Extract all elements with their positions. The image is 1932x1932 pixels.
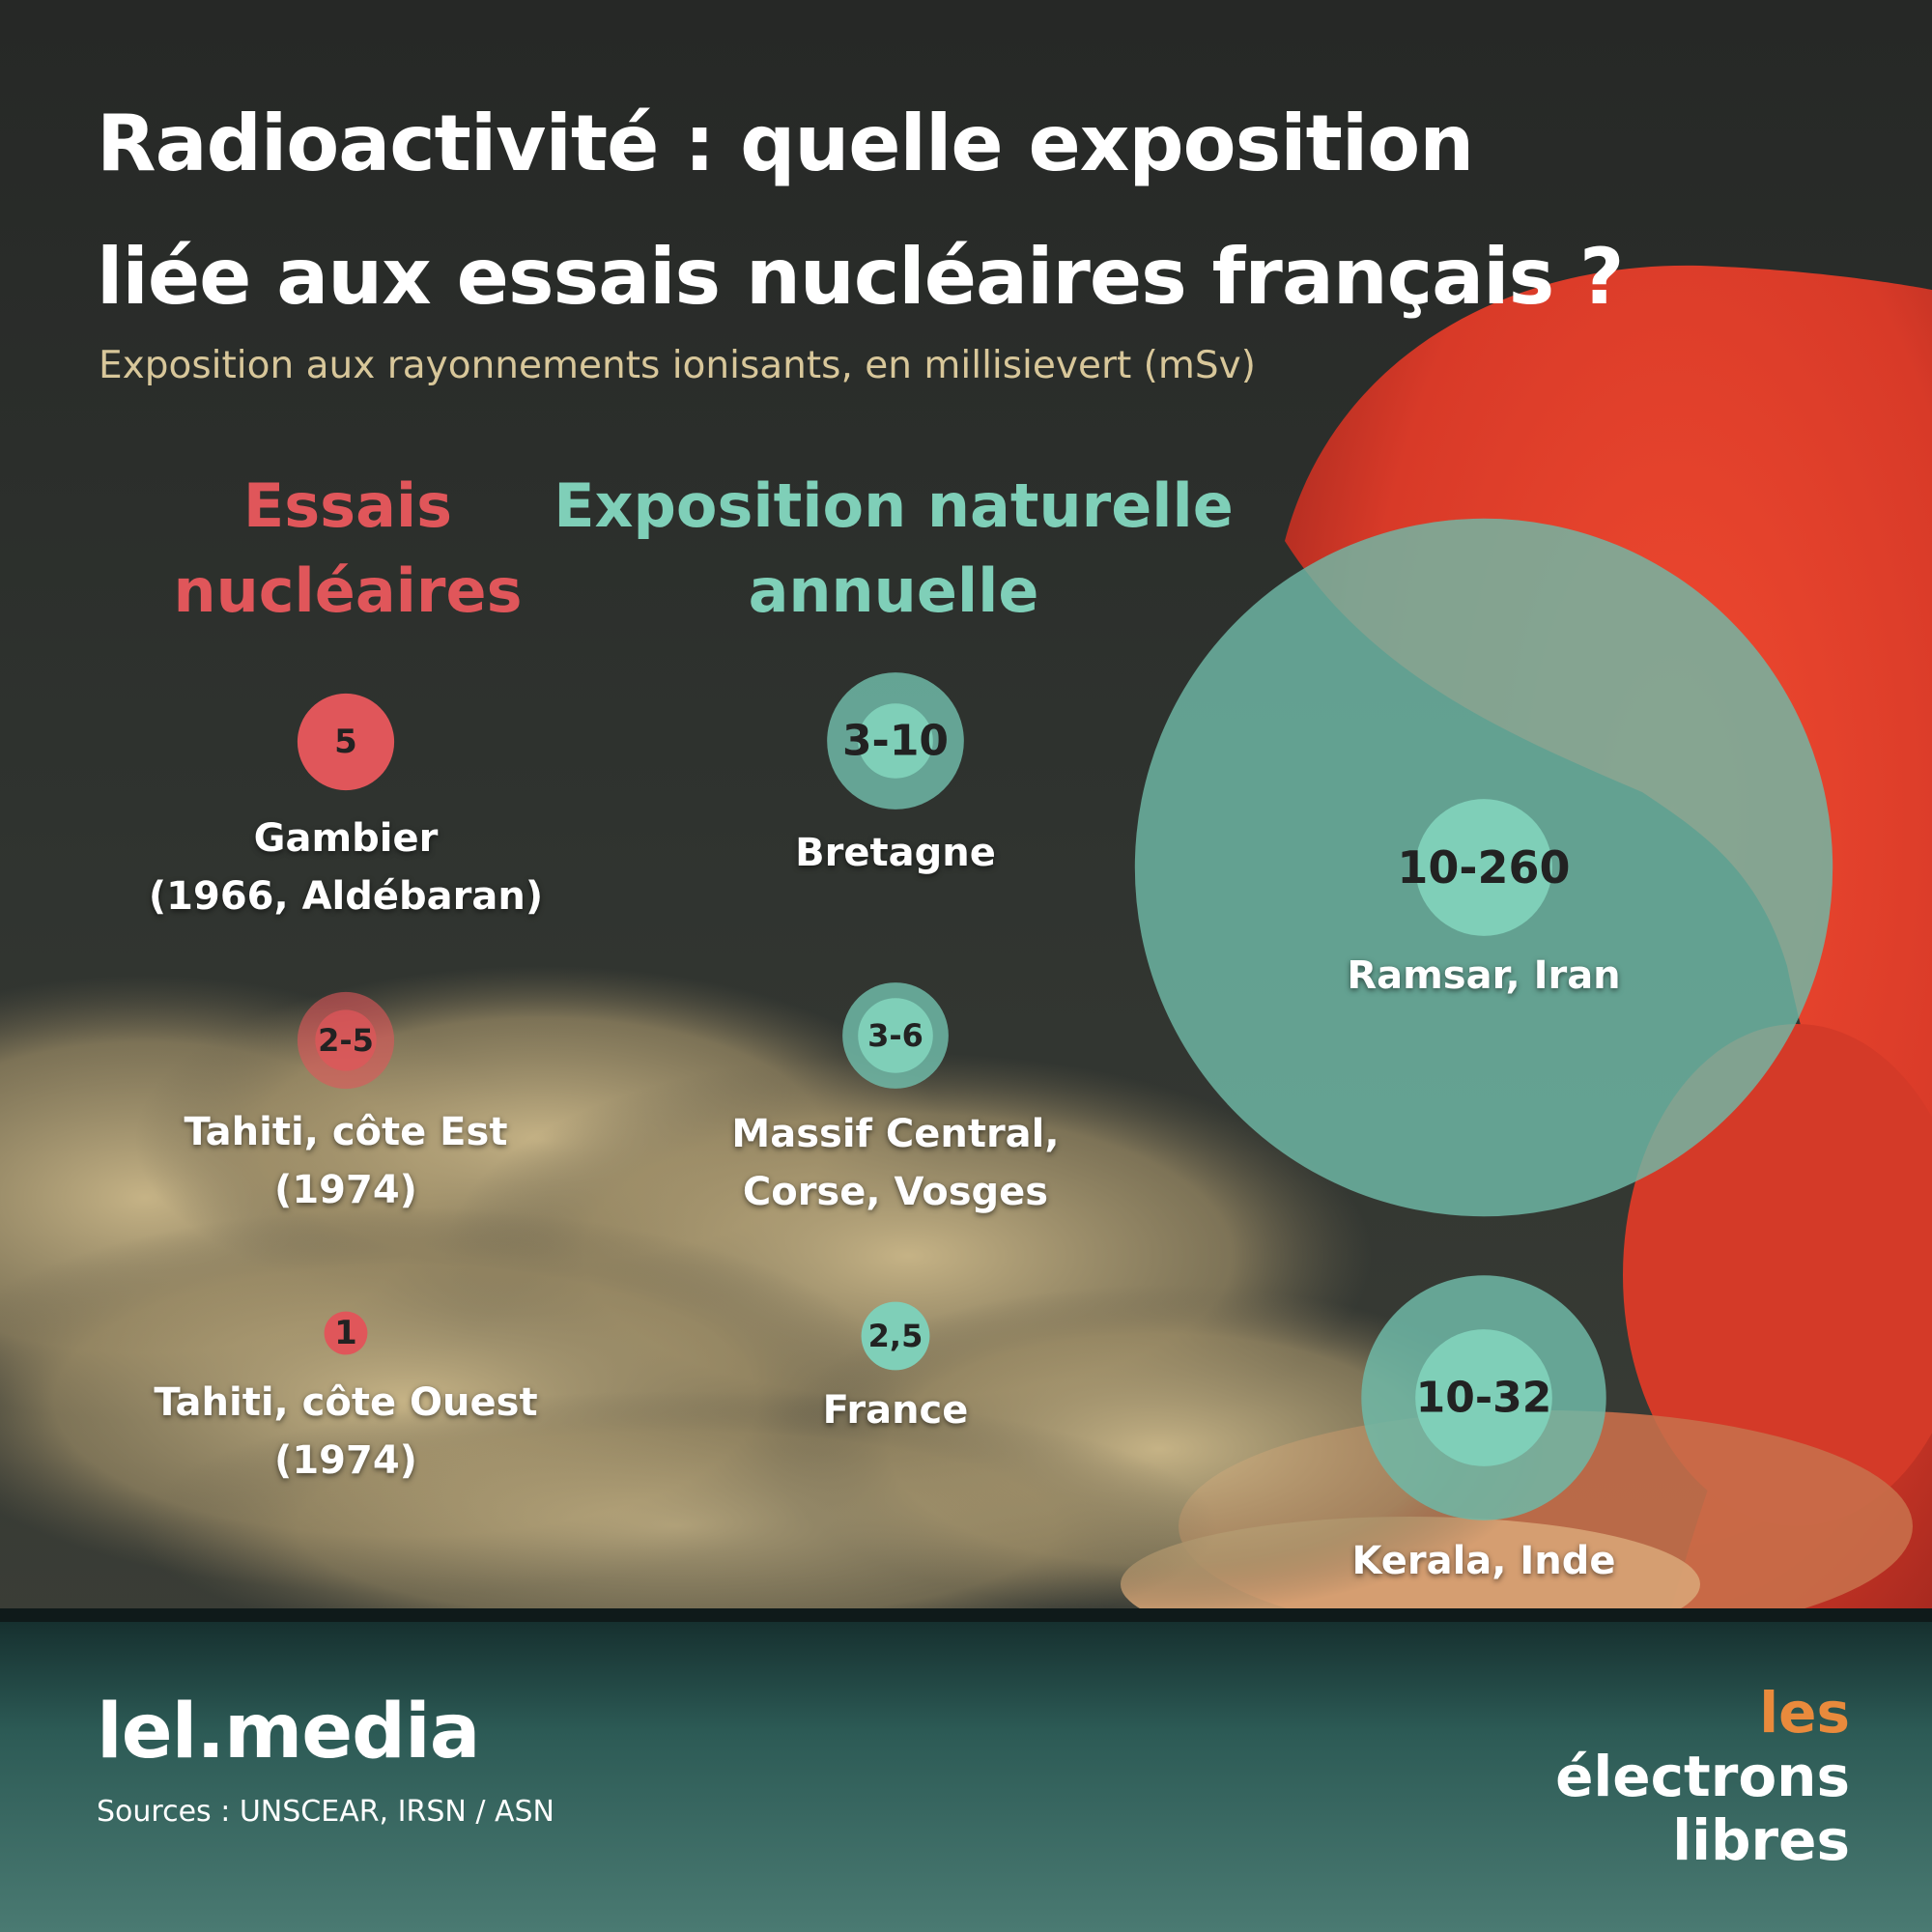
bubble-place-label: Tahiti, côte Est (1974) <box>184 1110 508 1212</box>
bubble-place-label: Tahiti, côte Ouest (1974) <box>154 1380 538 1483</box>
bubble <box>297 693 395 791</box>
bubble-place-label: Bretagne <box>795 831 996 875</box>
bubble-value-label: 3-10 <box>842 717 949 766</box>
bubble-value-label: 3-6 <box>867 1017 923 1054</box>
bubble-place-label: Massif Central, Corse, Vosges <box>731 1112 1060 1214</box>
group-heading-nuclear-tests: Essais nucléaires <box>173 470 523 626</box>
bubble <box>324 1311 368 1355</box>
bubble-value-label: 2,5 <box>868 1318 923 1354</box>
sources-note: Sources : UNSCEAR, IRSN / ASN <box>97 1795 554 1829</box>
brand-name: lel.media <box>97 1689 480 1776</box>
bubble-value-label: 10-260 <box>1397 841 1570 894</box>
page-title: Radioactivité : quelle exposition liée a… <box>97 99 1624 322</box>
bubble-min <box>1415 799 1552 936</box>
bubble-min <box>858 703 933 779</box>
logo: les électrons libres <box>1502 1681 1850 1872</box>
bubble-place-label: Ramsar, Iran <box>1347 953 1621 998</box>
logo-text-les: les <box>1759 1680 1850 1746</box>
bubble-place-label: France <box>822 1388 969 1433</box>
page-subtitle: Exposition aux rayonnements ionisants, e… <box>99 344 1256 387</box>
bubble-min <box>1415 1329 1552 1466</box>
bubble-place-label: Gambier (1966, Aldébaran) <box>148 816 544 919</box>
bubble-value-label: 2-5 <box>318 1022 374 1059</box>
bubble-place-label: Kerala, Inde <box>1351 1539 1616 1583</box>
bubble-value-label: 10-32 <box>1416 1374 1552 1423</box>
logo-text-libres: libres <box>1672 1807 1850 1873</box>
bubble <box>861 1301 930 1371</box>
bubble-min <box>858 998 933 1073</box>
bubble-min <box>315 1009 377 1071</box>
bubble-value-label: 1 <box>334 1314 357 1352</box>
bubble-value-label: 5 <box>334 723 357 761</box>
group-heading-natural-exposure: Exposition naturelle annuelle <box>554 470 1234 626</box>
logo-text-electrons: électrons <box>1555 1744 1850 1809</box>
